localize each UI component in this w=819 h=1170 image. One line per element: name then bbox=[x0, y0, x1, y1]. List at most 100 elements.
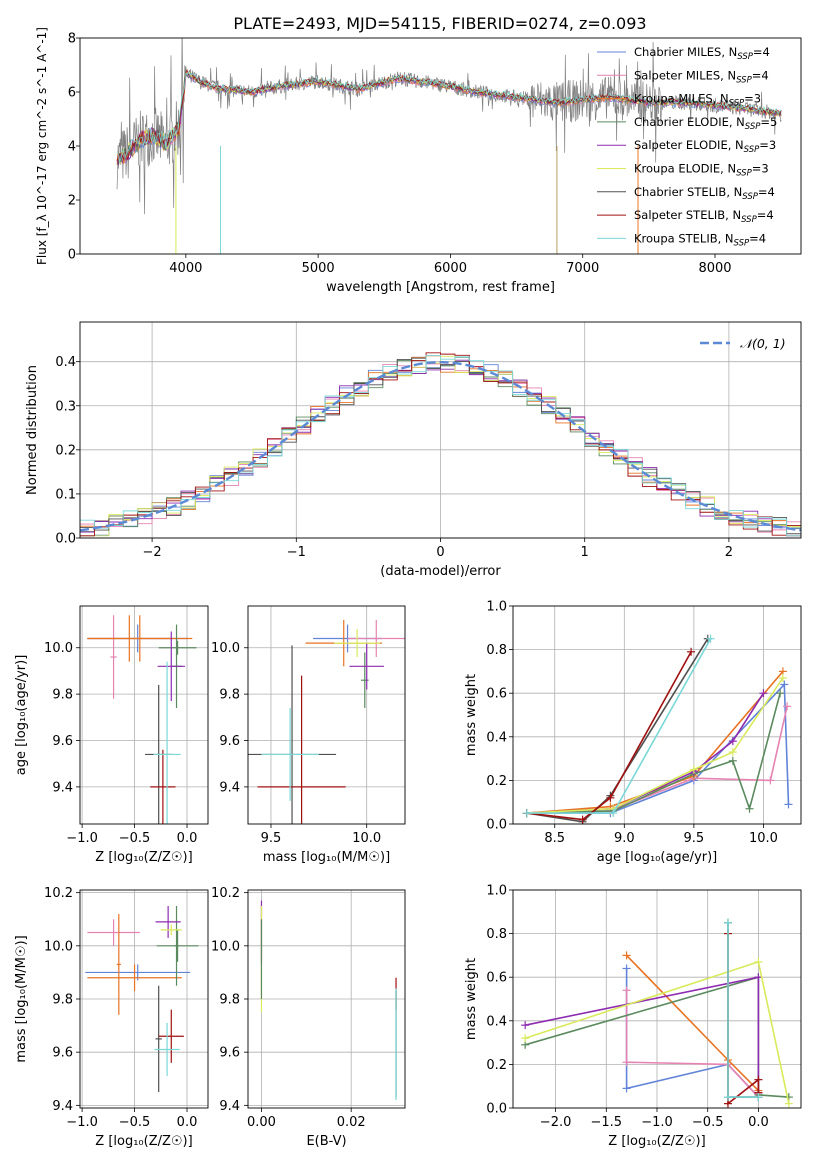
errorbar-point bbox=[155, 905, 181, 938]
weight-marker bbox=[622, 964, 631, 973]
x-tick-label: 7000 bbox=[566, 261, 599, 276]
weight-marker bbox=[728, 737, 737, 746]
x-axis-label: wavelength [Angstrom, rest frame] bbox=[326, 280, 555, 295]
weight-marker bbox=[578, 815, 587, 824]
legend-text: Kroupa ELODIE, N bbox=[634, 162, 736, 176]
chart-z-weight: −2.0 −1.5 −1.0 −0.5 0.0 0.0 0.2 0.4 0.6 0.8 1.0 Z [… bbox=[464, 884, 802, 1149]
y-tick-label: 9.8 bbox=[52, 993, 73, 1008]
weight-marker bbox=[622, 951, 631, 960]
x-tick-label: 6000 bbox=[434, 261, 467, 276]
errorbars bbox=[87, 615, 197, 824]
y-tick-label: 2 bbox=[68, 194, 76, 209]
y-tick-label: 0.2 bbox=[55, 443, 76, 458]
legend-text: Salpeter ELODIE, N bbox=[634, 138, 744, 152]
x-tick-label: 9.5 bbox=[684, 831, 705, 846]
x-axis-label: age [log₁₀(age/yr)] bbox=[597, 850, 718, 865]
weight-marker bbox=[728, 756, 737, 765]
x-tick-label: 0 bbox=[436, 545, 444, 560]
x-tick-label: −0.5 bbox=[119, 1115, 151, 1130]
histogram-step bbox=[80, 359, 801, 537]
weight-marker bbox=[521, 1034, 530, 1043]
errorbar-point bbox=[160, 924, 182, 936]
weight-series-line bbox=[526, 692, 781, 814]
weight-marker bbox=[609, 809, 618, 818]
legend-suffix: =4 bbox=[752, 68, 769, 82]
legend-entry: Chabrier ELODIE, NSSP=5 bbox=[634, 115, 777, 132]
y-tick-label: 10.0 bbox=[211, 939, 240, 954]
y-tick-label: 0.6 bbox=[486, 687, 507, 702]
weight-marker bbox=[622, 1058, 631, 1067]
x-tick-label: −2.0 bbox=[540, 1115, 572, 1130]
weight-marker bbox=[784, 1099, 793, 1108]
errorbar-point bbox=[347, 619, 405, 658]
legend-subscript: SSP bbox=[729, 99, 745, 109]
x-tick-label: −1.0 bbox=[66, 1115, 98, 1130]
legend-entry: Kroupa STELIB, NSSP=4 bbox=[634, 231, 766, 248]
y-tick-label: 0.8 bbox=[486, 643, 507, 658]
weight-series-line bbox=[625, 968, 759, 1098]
spectrum-model-line bbox=[116, 71, 782, 164]
y-axis-label: Normed distribution bbox=[25, 365, 40, 495]
legend-entry: Salpeter ELODIE, NSSP=3 bbox=[634, 138, 776, 155]
x-tick-label: 2 bbox=[725, 545, 733, 560]
legend-suffix: =4 bbox=[753, 45, 770, 59]
y-tick-label: 9.8 bbox=[52, 688, 73, 703]
y-axis-label: mass weight bbox=[464, 674, 479, 756]
chart-spectrum: 4000 5000 6000 7000 8000 0 2 4 6 8 wavelength [Ang… bbox=[35, 27, 802, 295]
errorbar-point bbox=[87, 964, 182, 992]
y-tick-label: 9.4 bbox=[52, 780, 73, 795]
weight-series-line bbox=[727, 922, 759, 1098]
x-tick-label: 1 bbox=[581, 545, 589, 560]
normal-curve bbox=[80, 360, 801, 532]
weight-series-line bbox=[727, 922, 759, 1098]
x-axis-label: Z [log₁₀(Z/Z☉)] bbox=[608, 1134, 705, 1149]
chart-residuals: −2 −1 0 1 2 0.0 0.1 0.2 0.3 0.4 (data-model)/error… bbox=[25, 321, 802, 579]
x-axis-label: Z [log₁₀(Z/Z☉)] bbox=[95, 850, 192, 865]
x-tick-label: 10.0 bbox=[352, 831, 381, 846]
y-tick-label: 0.0 bbox=[486, 818, 507, 833]
x-axis-label: Z [log₁₀(Z/Z☉)] bbox=[95, 1134, 192, 1149]
y-tick-label: 9.4 bbox=[219, 780, 240, 795]
weight-marker bbox=[689, 765, 698, 774]
axes-frame bbox=[247, 889, 406, 1109]
x-tick-label: −1.5 bbox=[591, 1115, 623, 1130]
legend-subscript: SSP bbox=[744, 145, 760, 155]
x-tick-label: 0.00 bbox=[247, 1115, 276, 1130]
y-axis-label: Flux [f_λ 10^-17 erg cm^-2 s^-1 A^-1] bbox=[35, 27, 49, 265]
x-tick-label: 0.02 bbox=[337, 1115, 366, 1130]
weight-marker bbox=[521, 1021, 530, 1030]
legend-entry: Chabrier STELIB, NSSP=4 bbox=[634, 185, 775, 202]
legend-text: Chabrier ELODIE, N bbox=[634, 115, 745, 129]
weight-marker bbox=[754, 957, 763, 966]
axes-frame bbox=[79, 889, 209, 1109]
weight-series-line bbox=[526, 692, 765, 814]
y-axis-label: mass [log₁₀(M/M☉)] bbox=[14, 935, 29, 1062]
y-tick-label: 10.2 bbox=[211, 886, 240, 901]
x-axis-label: E(B-V) bbox=[306, 1134, 346, 1149]
x-tick-label: 10.0 bbox=[749, 831, 778, 846]
x-tick-label: −2 bbox=[143, 545, 162, 560]
y-tick-label: 0.4 bbox=[55, 355, 76, 370]
weight-marker bbox=[759, 689, 768, 698]
legend-suffix: =5 bbox=[760, 115, 777, 129]
spectrum-model-line bbox=[116, 68, 782, 162]
errorbars bbox=[260, 900, 397, 1101]
errorbar-point bbox=[87, 615, 172, 662]
weight-marker bbox=[723, 918, 732, 927]
y-tick-label: 10.2 bbox=[44, 886, 73, 901]
errorbar-point bbox=[349, 643, 384, 690]
weight-series-line bbox=[526, 638, 709, 823]
weight-marker bbox=[784, 800, 793, 809]
chart-mass-age: 9.5 10.0 9.4 9.6 9.8 10.0 mass [log₁₀(M/M☉)] bbox=[211, 605, 406, 865]
y-tick-label: 9.6 bbox=[52, 1046, 73, 1061]
errorbar-point bbox=[158, 640, 197, 655]
chart-age-weight: 8.5 9.0 9.5 10.0 0.0 0.2 0.4 0.6 0.8 1.0 age [log₁… bbox=[464, 600, 802, 865]
errorbar-point bbox=[116, 913, 121, 1015]
errorbar-point bbox=[154, 1022, 180, 1077]
legend-text: Kroupa MILES, N bbox=[634, 92, 729, 106]
y-tick-label: 9.4 bbox=[219, 1099, 240, 1114]
y-tick-label: 0.0 bbox=[55, 532, 76, 547]
x-tick-label: −1.0 bbox=[641, 1115, 673, 1130]
y-tick-label: 10.0 bbox=[44, 641, 73, 656]
